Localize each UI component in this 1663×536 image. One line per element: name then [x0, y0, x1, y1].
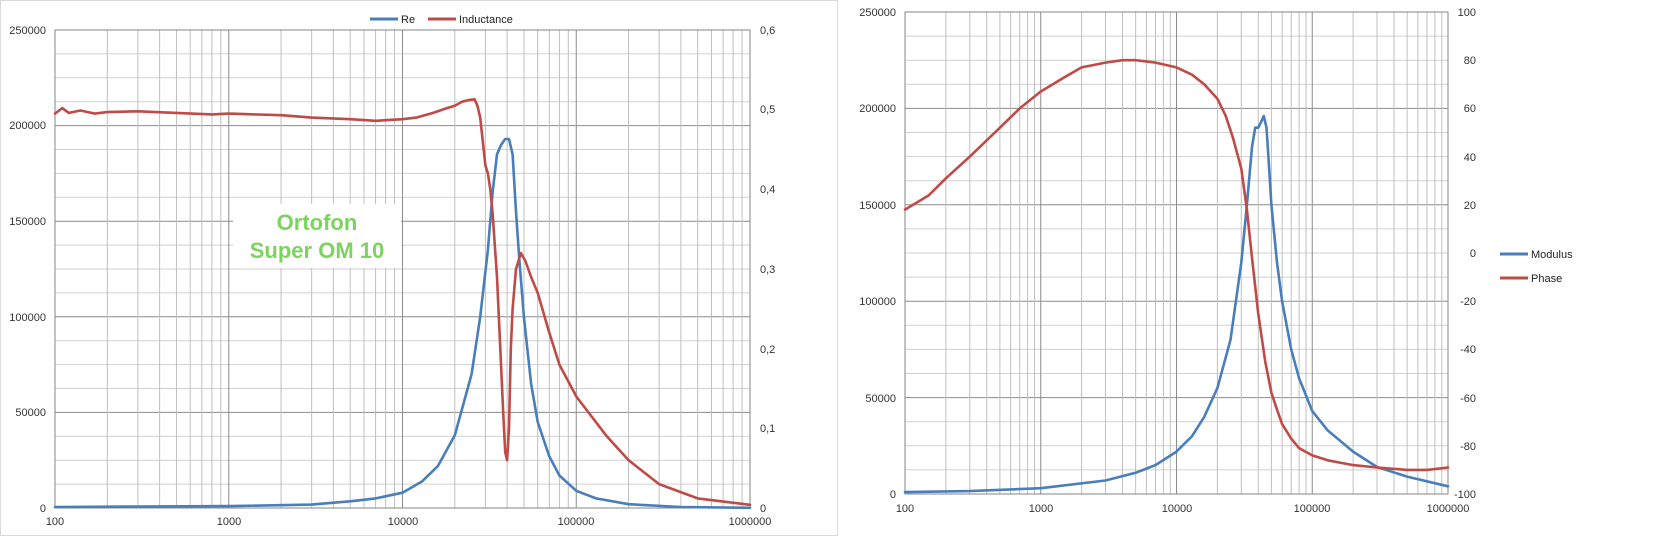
y2-tick-label: 0 — [1470, 248, 1476, 260]
chart-left-x-axis: 100 1000 10000 100000 1000000 — [46, 516, 772, 528]
y-tick-label: 100000 — [859, 296, 896, 308]
y2-tick-label: -60 — [1460, 393, 1476, 405]
y2-tick-label: 60 — [1464, 103, 1476, 115]
chart-left-series — [53, 98, 752, 510]
annotation-line-2: Super OM 10 — [250, 238, 384, 263]
y2-tick-label: 40 — [1464, 152, 1476, 164]
chart-right-x-axis: 100 1000 10000 100000 1000000 — [896, 503, 1470, 515]
chart-left-gridlines — [54, 29, 750, 509]
y2-tick-label: -80 — [1460, 441, 1476, 453]
y2-tick-label: 0,4 — [760, 184, 775, 196]
y-tick-label: 250000 — [859, 7, 896, 19]
y-tick-label: 200000 — [9, 120, 46, 132]
y2-tick-label: 0,5 — [760, 104, 775, 116]
y2-tick-label: -20 — [1460, 296, 1476, 308]
x-tick-label: 1000000 — [729, 516, 772, 528]
legend-modulus-label: Modulus — [1531, 249, 1573, 261]
chart-right: 0 50000 100000 150000 200000 250000 -100… — [859, 7, 1573, 515]
y2-tick-label: 0,2 — [760, 344, 775, 356]
chart-left-y-axis: 0 50000 100000 150000 200000 250000 — [9, 25, 46, 515]
y-tick-label: 250000 — [9, 25, 46, 37]
y2-tick-label: 0,1 — [760, 423, 775, 435]
y2-tick-label: 0,3 — [760, 264, 775, 276]
x-tick-label: 100000 — [558, 516, 595, 528]
chart-right-gridlines — [904, 11, 1448, 495]
y-tick-label: 150000 — [859, 200, 896, 212]
chart-left-series-inductance-line — [53, 98, 752, 507]
chart-right-legend: Modulus Phase — [1500, 249, 1573, 285]
y-tick-label: 0 — [890, 489, 896, 501]
chart-right-series — [903, 58, 1450, 494]
y-tick-label: 50000 — [15, 407, 46, 419]
y-tick-label: 200000 — [859, 103, 896, 115]
chart-right-y2-axis: -100 -80 -60 -40 -20 0 20 40 60 80 100 — [1454, 7, 1476, 501]
chart-right-plot-area — [904, 11, 1449, 495]
chart-right-series-modulus-line — [903, 114, 1450, 494]
y2-tick-label: 100 — [1458, 7, 1476, 19]
y2-tick-label: 20 — [1464, 200, 1476, 212]
x-tick-label: 1000000 — [1427, 503, 1470, 515]
chart-left-legend: Re Inductance — [370, 14, 513, 26]
y2-tick-label: 0,6 — [760, 25, 775, 37]
annotation-line-1: Ortofon — [277, 210, 358, 235]
chart-left-plot-area — [54, 29, 751, 509]
x-tick-label: 100 — [46, 516, 64, 528]
chart-left-y2-axis: 0 0,1 0,2 0,3 0,4 0,5 0,6 — [760, 25, 775, 515]
y-tick-label: 150000 — [9, 216, 46, 228]
y2-tick-label: 0 — [760, 503, 766, 515]
y2-tick-label: -100 — [1454, 489, 1476, 501]
y-tick-label: 50000 — [865, 393, 896, 405]
chart-left-series-re-line — [53, 137, 752, 510]
y-tick-label: 100000 — [9, 312, 46, 324]
x-tick-label: 10000 — [388, 516, 419, 528]
legend-phase-label: Phase — [1531, 273, 1562, 285]
x-tick-label: 100 — [896, 503, 914, 515]
chart-left-annotation: Ortofon Super OM 10 — [233, 204, 401, 268]
x-tick-label: 1000 — [217, 516, 241, 528]
legend-re-label: Re — [401, 14, 415, 26]
chart-left: Re Inductance 0 50000 100000 150000 2000… — [0, 0, 838, 536]
x-tick-label: 100000 — [1294, 503, 1331, 515]
legend-inductance-label: Inductance — [459, 14, 513, 26]
y2-tick-label: -40 — [1460, 344, 1476, 356]
chart-right-series-phase-line — [903, 58, 1450, 472]
annotation-background — [233, 204, 401, 268]
x-tick-label: 1000 — [1029, 503, 1053, 515]
y2-tick-label: 80 — [1464, 55, 1476, 67]
y-tick-label: 0 — [40, 503, 46, 515]
chart-right-y-axis: 0 50000 100000 150000 200000 250000 — [859, 7, 896, 501]
x-tick-label: 10000 — [1162, 503, 1193, 515]
